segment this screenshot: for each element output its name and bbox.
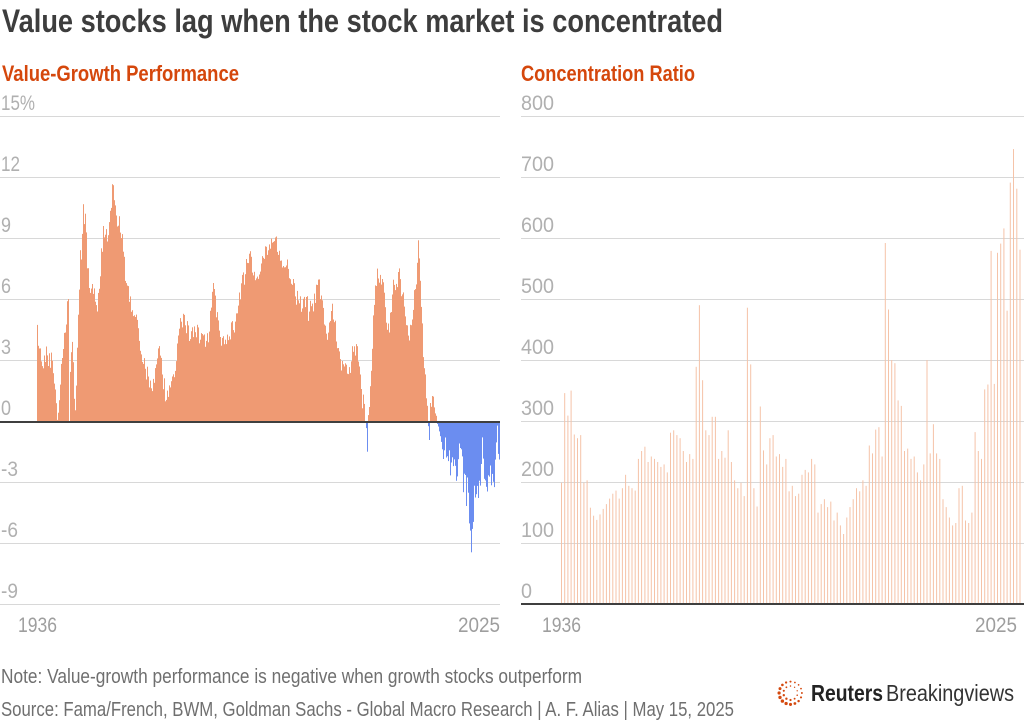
svg-text:3: 3 <box>1 336 11 359</box>
svg-text:15%: 15% <box>1 92 35 115</box>
svg-text:700: 700 <box>521 153 554 176</box>
svg-text:-6: -6 <box>1 519 18 542</box>
svg-text:9: 9 <box>1 214 11 237</box>
svg-text:800: 800 <box>521 92 554 115</box>
svg-text:Value stocks lag when the stoc: Value stocks lag when the stock market i… <box>2 3 723 39</box>
svg-text:Source: Fama/French, BWM, Gold: Source: Fama/French, BWM, Goldman Sachs … <box>1 699 734 721</box>
svg-text:400: 400 <box>521 336 554 359</box>
svg-text:Note: Value-growth performance: Note: Value-growth performance is negati… <box>1 666 582 688</box>
svg-text:Breakingviews: Breakingviews <box>886 680 1014 706</box>
svg-text:0: 0 <box>521 580 532 603</box>
svg-text:Concentration Ratio: Concentration Ratio <box>521 61 695 86</box>
svg-text:1936: 1936 <box>542 614 581 637</box>
svg-text:-9: -9 <box>1 580 18 603</box>
svg-text:100: 100 <box>521 519 554 542</box>
svg-text:Reuters: Reuters <box>811 680 883 706</box>
svg-text:2025: 2025 <box>458 614 500 637</box>
svg-text:600: 600 <box>521 214 554 237</box>
svg-text:0: 0 <box>1 397 11 420</box>
svg-text:-3: -3 <box>1 458 18 481</box>
svg-text:12: 12 <box>1 153 20 176</box>
svg-text:6: 6 <box>1 275 11 298</box>
svg-text:200: 200 <box>521 458 554 481</box>
svg-text:300: 300 <box>521 397 554 420</box>
svg-text:500: 500 <box>521 275 554 298</box>
svg-text:2025: 2025 <box>975 614 1017 637</box>
svg-text:1936: 1936 <box>18 614 57 637</box>
svg-text:Value-Growth Performance: Value-Growth Performance <box>2 61 239 86</box>
